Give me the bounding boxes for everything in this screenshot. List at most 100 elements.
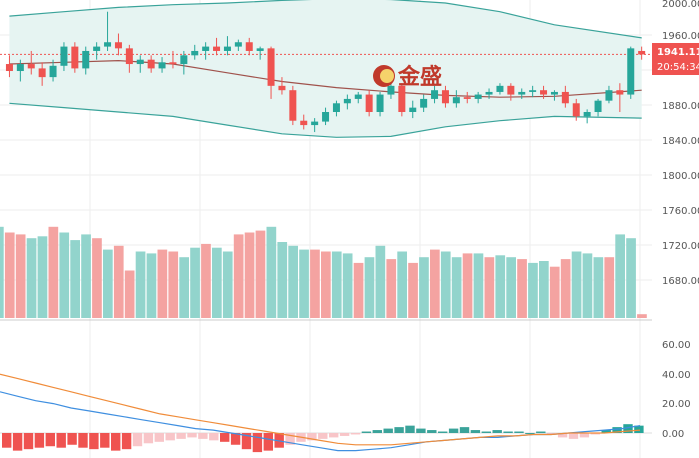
- macd-histogram-bar: [568, 433, 579, 439]
- volume-bar: [386, 259, 397, 318]
- candle-body: [49, 65, 57, 78]
- candle-body: [409, 107, 417, 112]
- volume-bar: [70, 240, 80, 318]
- volume-bar: [299, 249, 309, 318]
- macd-histogram-bar: [252, 433, 263, 453]
- volume-bar: [440, 251, 451, 318]
- candle-body: [245, 42, 253, 51]
- volume-bar: [419, 257, 429, 318]
- macd-histogram-bar: [198, 433, 208, 439]
- volume-bar: [539, 261, 549, 318]
- candle-body: [365, 94, 373, 112]
- candle-body: [71, 46, 79, 69]
- candle-body: [300, 120, 308, 126]
- macd-histogram-bar: [416, 428, 426, 433]
- candle-body: [223, 46, 231, 51]
- candlestick-series: [5, 11, 646, 133]
- price-tick-label: 2000.00: [662, 0, 699, 10]
- macd-histogram-bar: [241, 433, 252, 450]
- volume-bar: [451, 257, 462, 318]
- bollinger-middle: [9, 59, 642, 98]
- candle-body: [16, 64, 24, 72]
- macd-histogram-bar: [590, 433, 600, 435]
- macd-indicator: [0, 373, 652, 453]
- macd-histogram-bar: [209, 433, 219, 441]
- volume-bar: [506, 257, 516, 318]
- volume-bar: [212, 247, 222, 318]
- price-tick-label: 1960.00: [662, 31, 699, 42]
- macd-histogram-bar: [448, 428, 459, 433]
- volume-bar: [310, 249, 320, 318]
- candle-body: [5, 64, 13, 72]
- candle-body: [376, 94, 384, 112]
- macd-histogram-bar: [536, 431, 546, 433]
- volume-bar: [364, 257, 375, 318]
- volume-bar: [244, 232, 255, 318]
- macd-histogram-bar: [350, 433, 361, 435]
- volume-bar: [92, 238, 102, 318]
- volume-bar: [26, 238, 37, 318]
- volume-bar: [201, 243, 211, 318]
- volume-bar: [528, 262, 538, 318]
- bollinger-upper: [9, 0, 642, 39]
- macd-histogram-bar: [329, 433, 339, 438]
- candle-body: [463, 97, 471, 99]
- volume-bar: [342, 253, 353, 318]
- candle-body: [147, 59, 155, 69]
- macd-tick-label: 0.00: [662, 429, 684, 440]
- axis-background: [652, 0, 699, 458]
- candle-body: [452, 97, 460, 104]
- volume-bar: [397, 251, 407, 318]
- volume-bar: [571, 251, 582, 318]
- macd-histogram-bar: [623, 424, 633, 433]
- price-tick-label: 1840.00: [662, 136, 699, 147]
- volume-bar: [146, 253, 157, 318]
- volume-bar: [59, 232, 70, 318]
- macd-histogram-bar: [405, 425, 415, 433]
- macd-histogram-bar: [372, 430, 382, 433]
- volume-bar: [113, 245, 124, 318]
- candle-body: [474, 94, 482, 99]
- volume-bar: [375, 245, 386, 318]
- macd-histogram-bar: [470, 430, 481, 433]
- candle-body: [322, 112, 330, 122]
- candle-body: [583, 112, 591, 117]
- volume-bar: [81, 234, 91, 318]
- candle-body: [627, 48, 635, 95]
- candle-body: [441, 90, 449, 104]
- candle-body: [638, 50, 646, 55]
- macd-histogram-bar: [307, 433, 317, 441]
- candle-body: [27, 64, 35, 69]
- macd-histogram-bar: [143, 433, 154, 444]
- candle-body: [507, 85, 515, 95]
- volume-bar: [179, 257, 189, 318]
- volume-bar: [408, 262, 418, 318]
- macd-histogram-bar: [78, 433, 88, 448]
- candle-body: [289, 90, 297, 121]
- candle-body: [529, 90, 537, 92]
- macd-histogram-bar: [220, 433, 230, 442]
- candle-body: [60, 46, 68, 66]
- macd-histogram-bar: [34, 433, 45, 448]
- candle-body: [158, 62, 166, 69]
- volume-bar: [157, 249, 168, 318]
- macd-histogram-bar: [263, 433, 273, 451]
- volume-bar: [549, 266, 560, 318]
- volume-bar: [222, 251, 233, 318]
- volume-bar: [168, 251, 179, 318]
- candle-body: [605, 90, 613, 101]
- candle-body: [234, 42, 242, 47]
- price-label-time: 20:54:34: [657, 62, 699, 73]
- volume-bar: [560, 259, 571, 318]
- macd-histogram-bar: [438, 431, 448, 433]
- volume-bar: [593, 257, 604, 318]
- candle-body: [431, 90, 439, 99]
- volume-bar: [473, 253, 484, 318]
- candle-body: [180, 55, 188, 65]
- candle-body: [594, 100, 602, 112]
- macd-histogram-bar: [176, 433, 186, 439]
- macd-tick-label: 20.00: [662, 399, 691, 410]
- macd-histogram-bar: [557, 433, 568, 438]
